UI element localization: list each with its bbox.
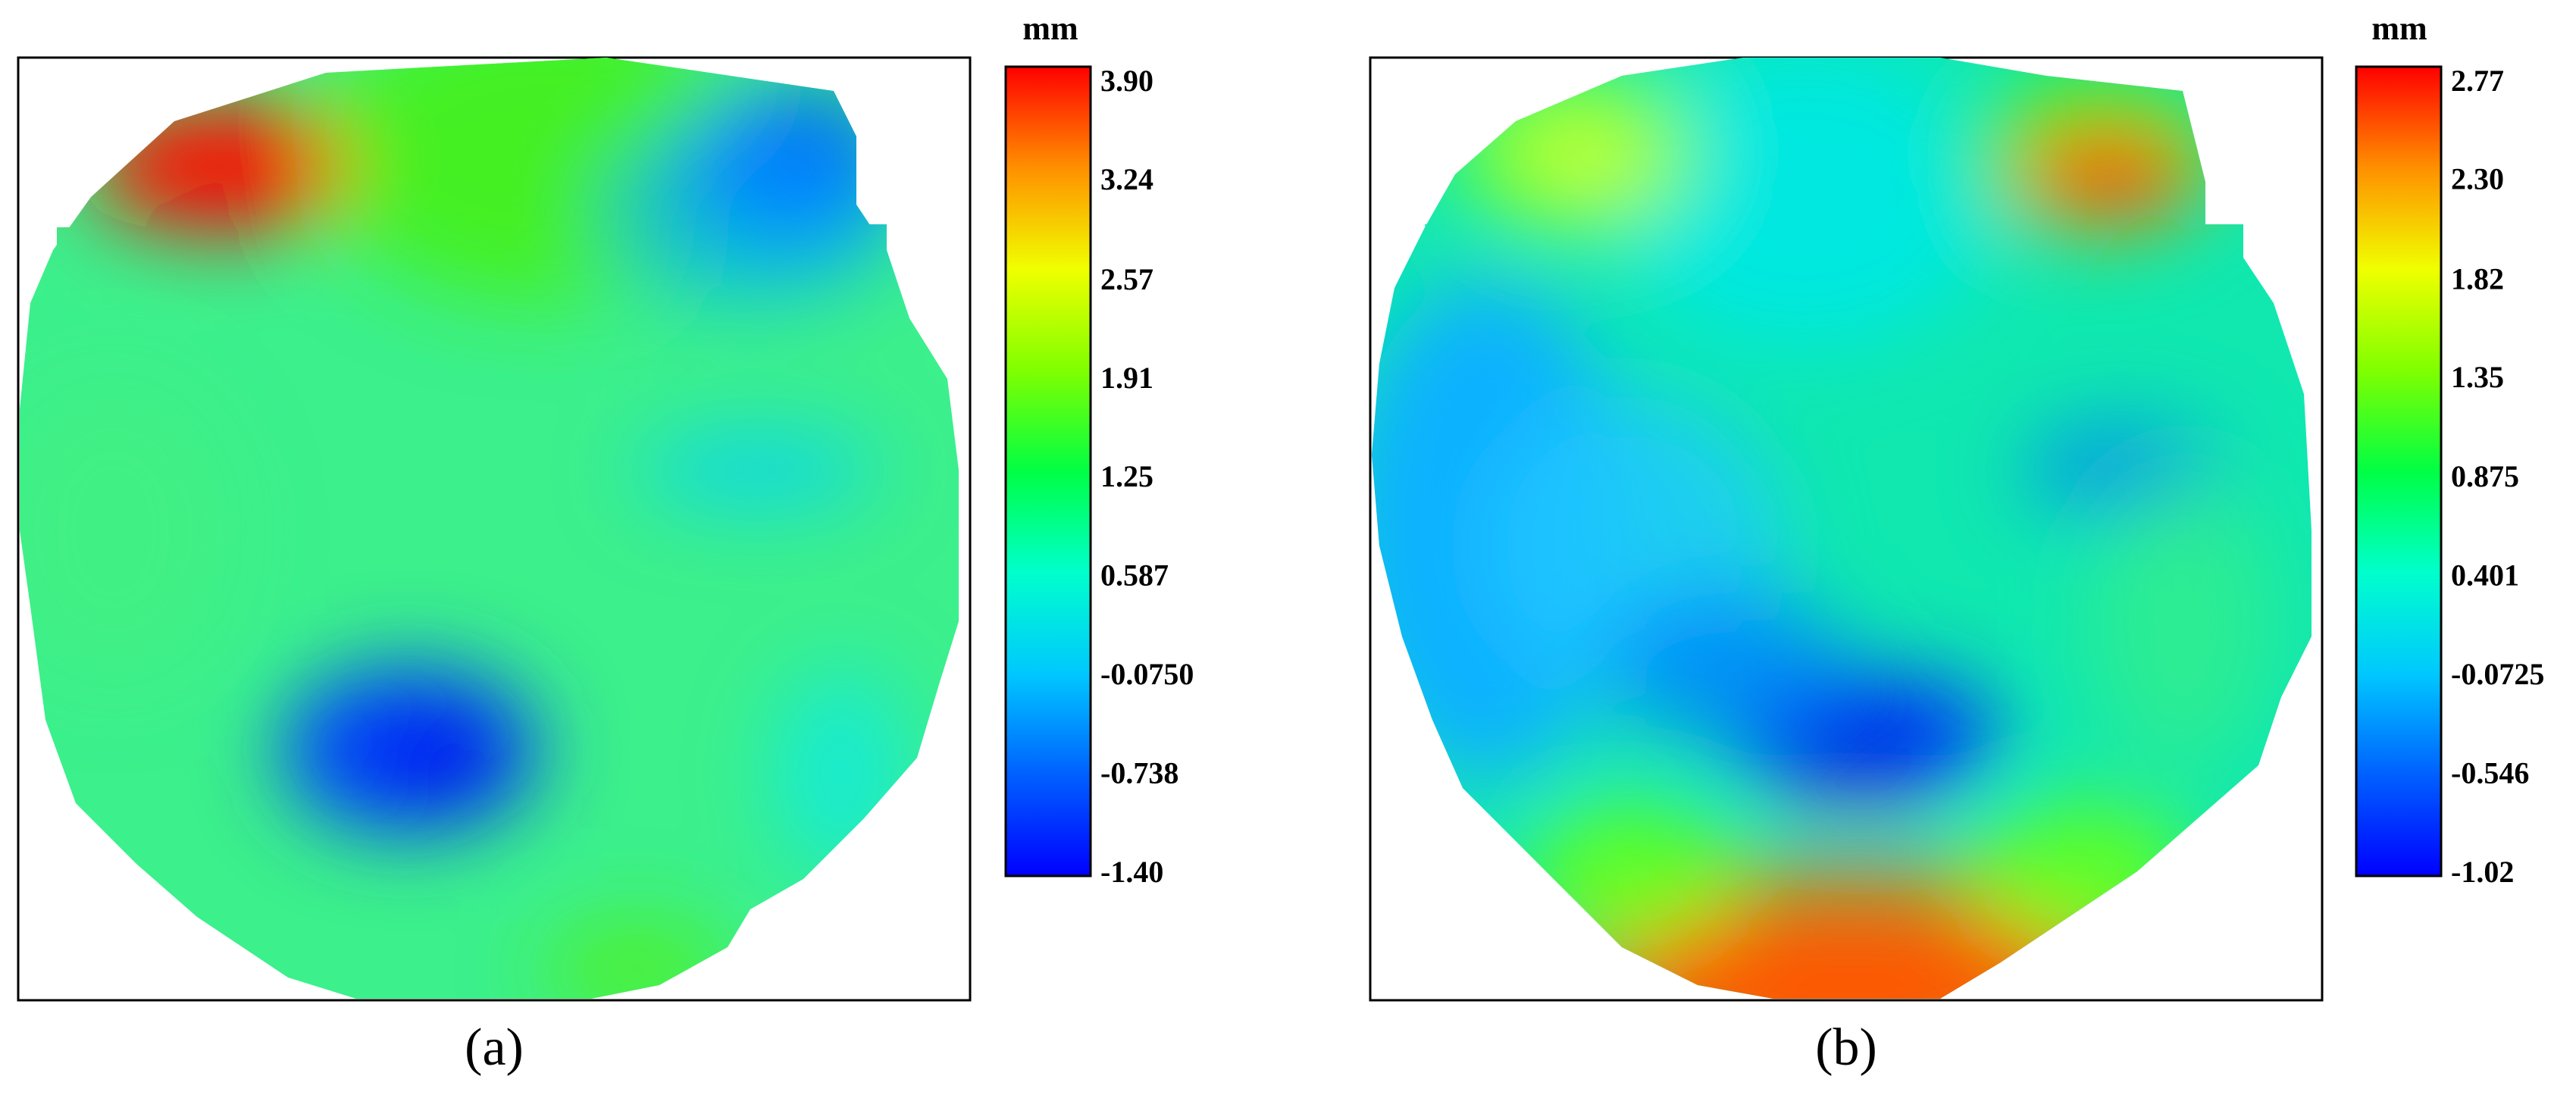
panel-a-colorbar-ticks: 3.90 3.24 2.57 1.91 1.25 0.587 -0.0750 -0.738 -1… xyxy=(1100,64,1194,889)
panel-b-colorbar-tick-4: 0.875 xyxy=(2451,459,2519,493)
panel-b-colorbar-tick-8: -1.02 xyxy=(2451,855,2514,889)
panel-b-colorbar-tick-5: 0.401 xyxy=(2451,558,2519,593)
panel-a-colorbar-tick-5: 0.587 xyxy=(1100,558,1169,593)
panel-a: (a) mm 3.90 3.24 2.57 1.91 1.25 0.587 -0.0750 -… xyxy=(17,10,1194,1077)
panel-b-colorbar xyxy=(2355,65,2443,877)
panel-a-colorbar-tick-3: 1.91 xyxy=(1100,361,1153,395)
panel-b-colorbar-tick-6: -0.0725 xyxy=(2451,657,2544,691)
panel-a-colorbar-tick-0: 3.90 xyxy=(1100,64,1153,98)
panel-a-colorbar-tick-4: 1.25 xyxy=(1100,459,1153,493)
panel-a-colorbar-tick-2: 2.57 xyxy=(1100,262,1153,296)
panel-a-colorbar-tick-7: -0.738 xyxy=(1100,756,1178,790)
panel-b-colorbar-unit: mm xyxy=(2371,10,2427,47)
panel-a-colorbar-tick-8: -1.40 xyxy=(1100,855,1163,889)
panel-a-label: (a) xyxy=(465,1018,524,1077)
panel-b-label: (b) xyxy=(1815,1018,1877,1077)
panel-b-colorbar-ticks: 2.77 2.30 1.82 1.35 0.875 0.401 -0.0725 -0.546 -… xyxy=(2451,64,2544,889)
panel-a-colorbar-unit: mm xyxy=(1022,10,1078,47)
panel-b-colorbar-tick-0: 2.77 xyxy=(2451,64,2504,98)
panel-b-colorbar-tick-1: 2.30 xyxy=(2451,162,2504,196)
panel-b-colorbar-tick-7: -0.546 xyxy=(2451,755,2529,790)
panel-a-colorbar-tick-6: -0.0750 xyxy=(1100,657,1194,691)
panel-a-colorbar-tick-1: 3.24 xyxy=(1100,162,1153,196)
panel-b-colorbar-tick-3: 1.35 xyxy=(2451,360,2504,394)
panel-b: (b) mm 2.77 2.30 1.82 1.35 0.875 0.401 -0.0725… xyxy=(1369,10,2544,1077)
panel-a-colorbar xyxy=(1004,65,1092,877)
panel-b-colorbar-tick-2: 1.82 xyxy=(2451,262,2504,296)
